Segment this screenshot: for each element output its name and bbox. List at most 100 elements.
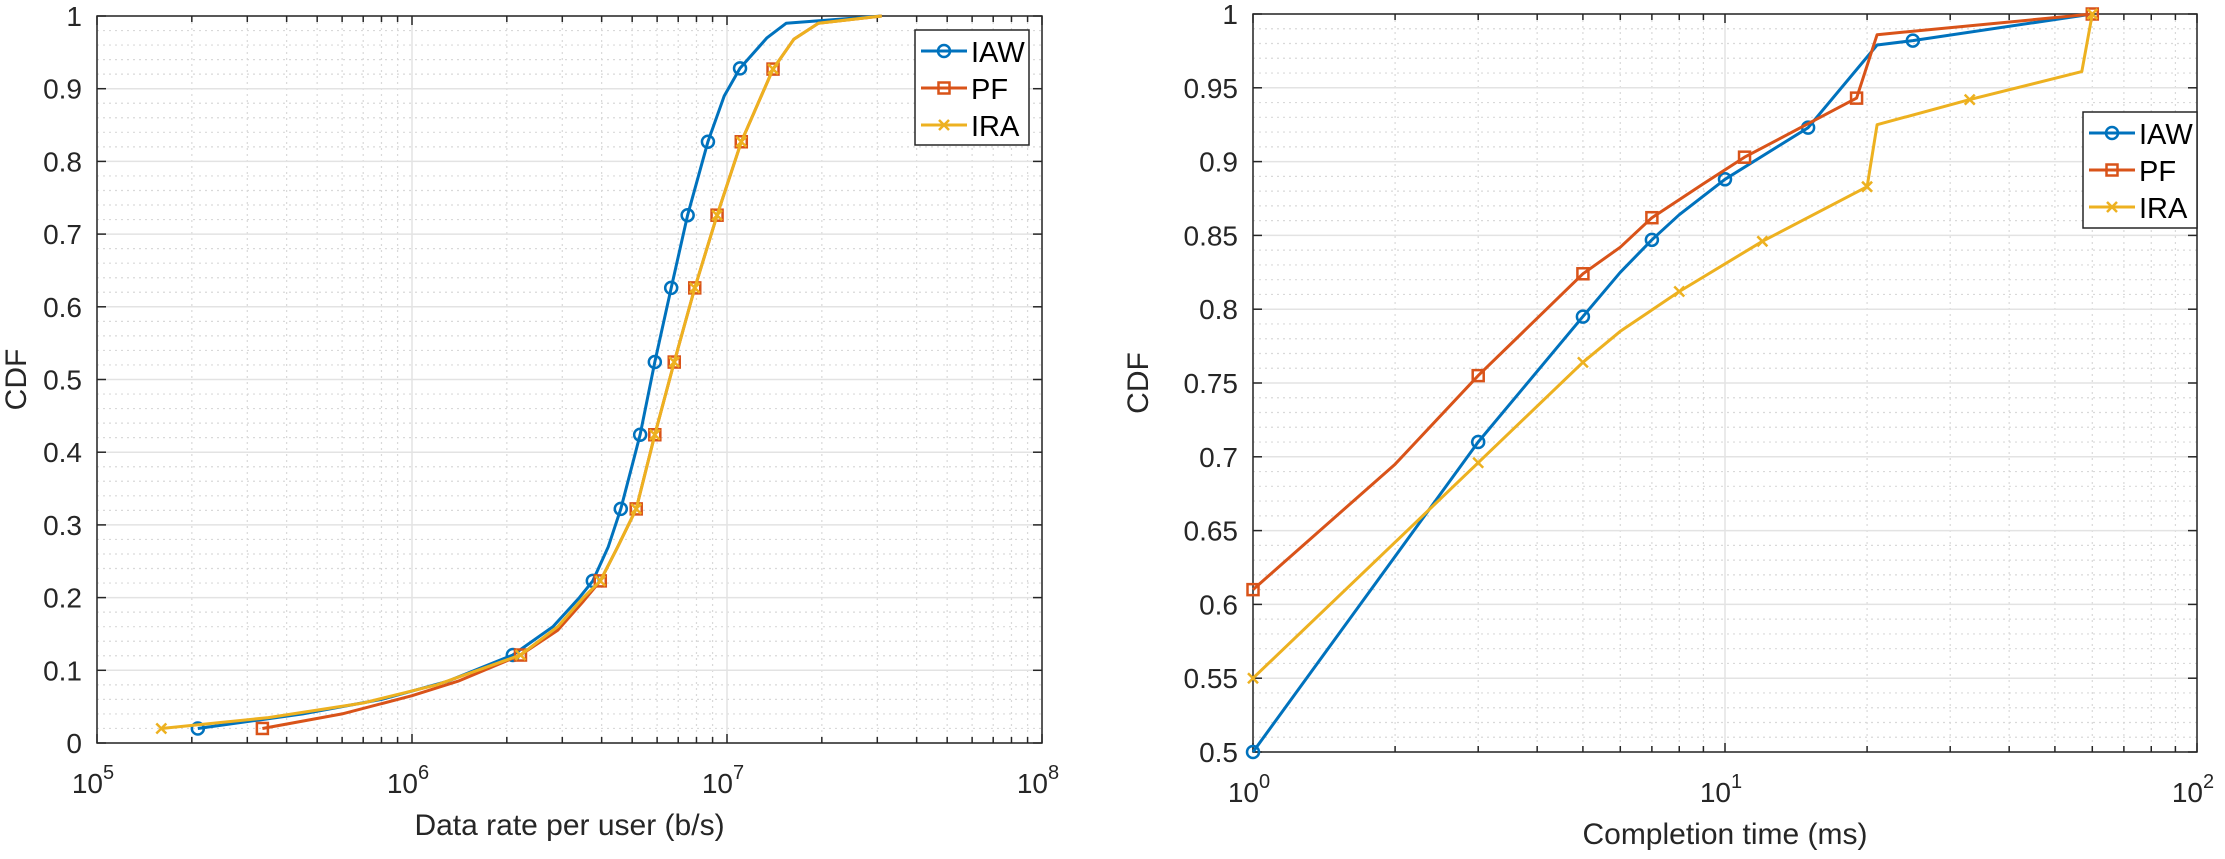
data-point-ira <box>1963 93 1976 106</box>
y-tick-label: 0.65 <box>1184 516 1239 547</box>
x-tick-base: 10 <box>1228 777 1259 808</box>
legend-entry-pf: PF <box>921 74 1008 106</box>
data-point-ira <box>767 63 779 75</box>
data-point-iaw <box>632 427 648 443</box>
legend-entry-ira: IRA <box>921 111 1020 143</box>
data-point-pf <box>1576 267 1590 281</box>
data-point-ira <box>1673 285 1686 298</box>
series-line-iaw <box>197 14 882 730</box>
x-tick-base: 10 <box>702 768 733 799</box>
x-tick-exponent: 2 <box>2203 771 2214 793</box>
y-tick-label: 1 <box>1222 0 1238 30</box>
legend: IAW PF IRA <box>914 29 1030 146</box>
data-point-iaw <box>647 354 663 370</box>
x-axis-label: Completion time (ms) <box>1582 818 1867 851</box>
legend-label: PF <box>971 74 1008 106</box>
x-tick-label: 107 <box>702 762 744 799</box>
y-tick-label: 0.1 <box>43 655 82 686</box>
legend-marker <box>936 43 952 59</box>
x-tick-base: 10 <box>1017 768 1048 799</box>
data-point-ira <box>630 503 643 515</box>
x-tick-base: 10 <box>1700 777 1731 808</box>
y-tick-label: 0.55 <box>1184 663 1239 694</box>
y-tick-label: 0.4 <box>43 437 82 468</box>
data-point-ira <box>2086 8 2099 20</box>
y-tick-label: 0.8 <box>43 146 82 177</box>
x-tick-label: 105 <box>72 762 114 799</box>
data-point-pf <box>593 574 608 588</box>
data-point-pf <box>1645 210 1659 225</box>
x-tick-exponent: 5 <box>103 762 114 784</box>
data-point-pf <box>734 135 749 149</box>
y-tick-label: 0.8 <box>1199 294 1238 325</box>
data-point-ira <box>1756 235 1769 248</box>
data-point-ira <box>1861 180 1873 193</box>
data-point-ira <box>594 574 607 587</box>
legend-marker <box>2106 201 2118 213</box>
legend-marker <box>938 119 950 131</box>
data-point-iaw <box>732 61 748 76</box>
series-ira <box>155 14 882 735</box>
series-line-iaw <box>1251 12 2093 753</box>
y-tick-label: 0.7 <box>1199 442 1238 473</box>
y-tick-label: 0.9 <box>1199 147 1238 178</box>
y-tick-label: 0.6 <box>43 292 82 323</box>
legend-label: IRA <box>2139 193 2188 225</box>
legend-entry-pf: PF <box>2089 156 2176 188</box>
series-ira <box>1247 8 2099 685</box>
data-point-pf <box>1471 368 1485 383</box>
grid <box>1252 13 2198 753</box>
legend-entry-iaw: IAW <box>2089 119 2193 151</box>
y-tick-label: 0.7 <box>43 219 82 250</box>
legend-label: PF <box>2139 156 2176 188</box>
data-point-pf <box>1849 91 1864 105</box>
data-point-ira <box>155 722 168 735</box>
data-point-iaw <box>1245 744 1261 760</box>
data-point-pf <box>255 721 270 736</box>
data-point-ira <box>1472 456 1485 469</box>
data-point-pf <box>1737 150 1752 164</box>
legend-marker <box>2104 125 2120 141</box>
data-point-ira <box>688 282 701 294</box>
series-line-ira <box>161 14 882 730</box>
data-point-ira <box>668 356 681 368</box>
data-point-iaw <box>613 501 629 517</box>
x-tick-base: 10 <box>2172 777 2203 808</box>
series-pf <box>1246 7 2100 597</box>
x-tick-base: 10 <box>387 768 418 799</box>
y-axis-label: CDF <box>1122 352 1155 414</box>
y-tick-label: 0.3 <box>43 510 82 541</box>
series-line-pf <box>262 14 882 730</box>
data-point-pf <box>766 62 780 76</box>
x-tick-exponent: 1 <box>1731 771 1742 793</box>
legend-marker <box>2105 163 2119 177</box>
data-point-iaw <box>700 134 716 150</box>
data-point-pf <box>513 648 528 662</box>
x-tick-base: 10 <box>72 768 103 799</box>
data-point-ira <box>648 428 661 441</box>
y-tick-label: 0.75 <box>1184 368 1239 399</box>
legend-label: IRA <box>971 111 1020 143</box>
data-point-ira <box>711 209 723 222</box>
data-point-iaw <box>663 280 679 296</box>
y-axis-label: CDF <box>0 349 33 411</box>
x-tick-label: 100 <box>1228 771 1270 808</box>
x-tick-exponent: 7 <box>733 762 744 784</box>
legend-entry-ira: IRA <box>2089 193 2188 225</box>
data-point-iaw <box>680 207 695 223</box>
data-point-iaw <box>1470 434 1486 450</box>
y-tick-label: 0.95 <box>1184 73 1239 104</box>
x-axis-label: Data rate per user (b/s) <box>414 809 724 842</box>
legend: IAW PF IRA <box>2082 111 2198 229</box>
y-tick-label: 0.6 <box>1199 589 1238 620</box>
x-tick-label: 106 <box>387 762 429 799</box>
ticks <box>96 15 1043 744</box>
x-tick-exponent: 0 <box>1259 771 1270 793</box>
y-tick-label: 0.5 <box>1199 737 1238 768</box>
legend-label: IAW <box>971 37 1025 69</box>
data-point-ira <box>735 135 748 148</box>
x-tick-label: 108 <box>1017 762 1059 799</box>
